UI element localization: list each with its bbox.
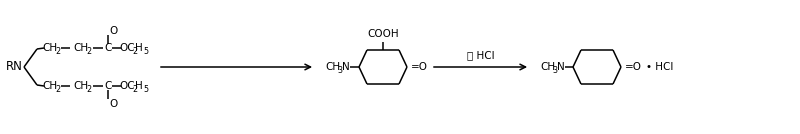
Text: O: O <box>109 99 117 109</box>
Text: 2: 2 <box>86 47 91 56</box>
Text: 2: 2 <box>55 47 60 56</box>
Text: =O: =O <box>625 62 642 72</box>
Text: H: H <box>135 81 143 91</box>
Text: N: N <box>557 62 565 72</box>
Text: 5: 5 <box>143 85 148 94</box>
Text: OC: OC <box>119 81 135 91</box>
Text: H: H <box>135 43 143 53</box>
Text: CH: CH <box>326 62 341 72</box>
Text: OC: OC <box>119 43 135 53</box>
Text: 3: 3 <box>338 66 342 75</box>
Text: CH: CH <box>74 43 89 53</box>
Text: COOH: COOH <box>367 29 399 39</box>
Text: CH: CH <box>42 43 58 53</box>
Text: =O: =O <box>410 62 427 72</box>
Text: C: C <box>104 81 112 91</box>
Text: CH: CH <box>74 81 89 91</box>
Text: C: C <box>104 43 112 53</box>
Text: O: O <box>109 26 117 36</box>
Text: CH: CH <box>42 81 58 91</box>
Text: 浓 HCl: 浓 HCl <box>466 50 494 60</box>
Text: 5: 5 <box>143 47 148 56</box>
Text: 2: 2 <box>55 85 60 94</box>
Text: N: N <box>342 62 350 72</box>
Text: 2: 2 <box>86 85 91 94</box>
Text: CH: CH <box>541 62 555 72</box>
Text: 2: 2 <box>132 47 137 56</box>
Text: RN: RN <box>6 60 22 74</box>
Text: 2: 2 <box>132 85 137 94</box>
Text: 3: 3 <box>553 66 558 75</box>
Text: • HCl: • HCl <box>646 62 674 72</box>
